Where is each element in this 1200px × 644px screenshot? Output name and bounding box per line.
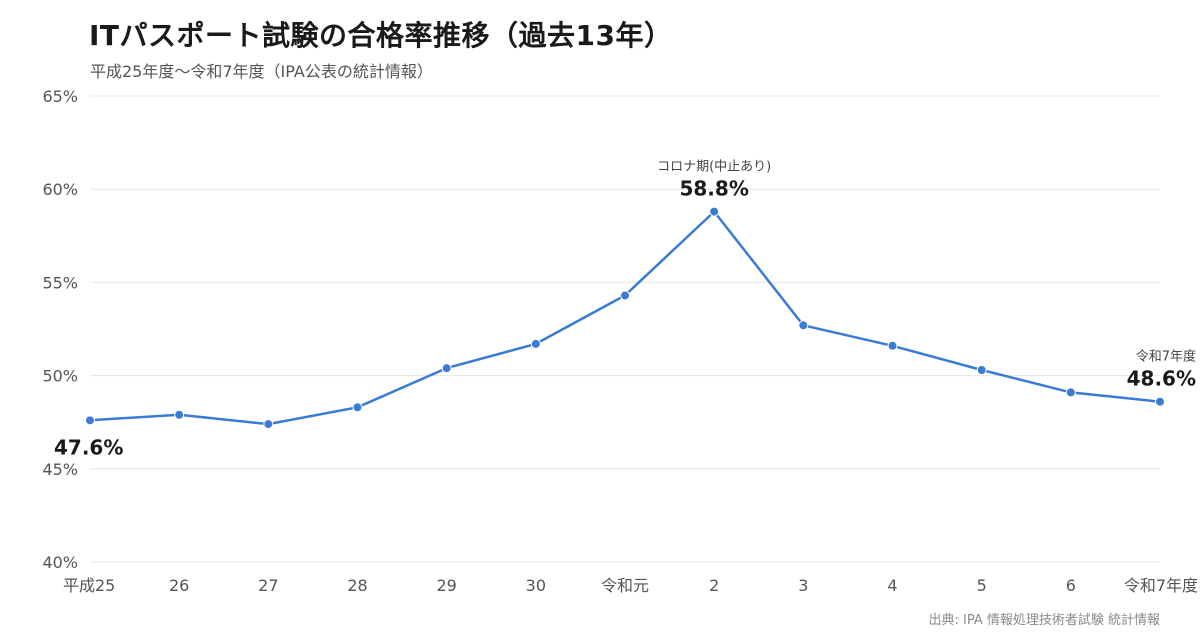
data-point [174, 409, 185, 420]
x-tick-label: 30 [526, 576, 546, 595]
data-label: 47.6% [54, 435, 123, 459]
x-tick-label: 29 [436, 576, 456, 595]
x-tick-label: 6 [1066, 576, 1076, 595]
data-point [887, 340, 898, 351]
data-point [976, 365, 987, 376]
x-tick-label: 3 [798, 576, 808, 595]
data-label: 48.6% [1127, 367, 1196, 391]
y-tick-label: 65% [42, 87, 78, 106]
series-line [89, 210, 1161, 426]
data-point [1155, 396, 1165, 407]
x-tick-label: 28 [347, 576, 367, 595]
chart-subtitle: 平成25年度〜令和7年度（IPA公表の統計情報） [90, 62, 433, 81]
x-tick-label: 令和元 [601, 576, 649, 595]
x-tick-label: 2 [709, 576, 719, 595]
x-tick-label: 26 [169, 576, 189, 595]
x-tick-label: 令和7年度 [1124, 576, 1198, 595]
x-tick-label: 4 [887, 576, 897, 595]
y-tick-label: 60% [42, 180, 78, 199]
x-tick-label: 平成25 [63, 576, 115, 595]
x-axis: 平成25 26 27 28 29 30 令和元 2 3 4 5 6 令和7年度 [63, 576, 1198, 595]
x-tick-label: 27 [258, 576, 278, 595]
data-point [620, 290, 630, 301]
annotation-note: 令和7年度 [1136, 349, 1196, 365]
y-tick-label: 40% [42, 553, 78, 572]
source-note: 出典: IPA 情報処理技術者試験 統計情報 [928, 613, 1160, 628]
x-tick-label: 5 [977, 576, 987, 595]
data-points [85, 206, 1165, 430]
grid-lines [90, 95, 1160, 563]
y-axis: 40% 45% 50% 55% 60% 65% [42, 87, 78, 572]
y-tick-label: 55% [42, 273, 78, 292]
data-point [352, 402, 363, 413]
data-point [85, 415, 95, 426]
data-point [1065, 387, 1076, 398]
annotations: 47.6% コロナ期(中止あり) 58.8% 令和7年度 48.6% [54, 160, 1196, 460]
data-point [709, 206, 720, 217]
data-point [798, 320, 809, 331]
data-point [530, 338, 541, 349]
y-tick-label: 50% [42, 367, 78, 386]
chart-title: ITパスポート試験の合格率推移（過去13年） [89, 19, 673, 52]
y-tick-label: 45% [42, 460, 78, 479]
data-label: 58.8% [679, 177, 748, 201]
data-point [263, 419, 274, 430]
data-point [441, 363, 452, 374]
annotation-note: コロナ期(中止あり) [657, 160, 771, 175]
